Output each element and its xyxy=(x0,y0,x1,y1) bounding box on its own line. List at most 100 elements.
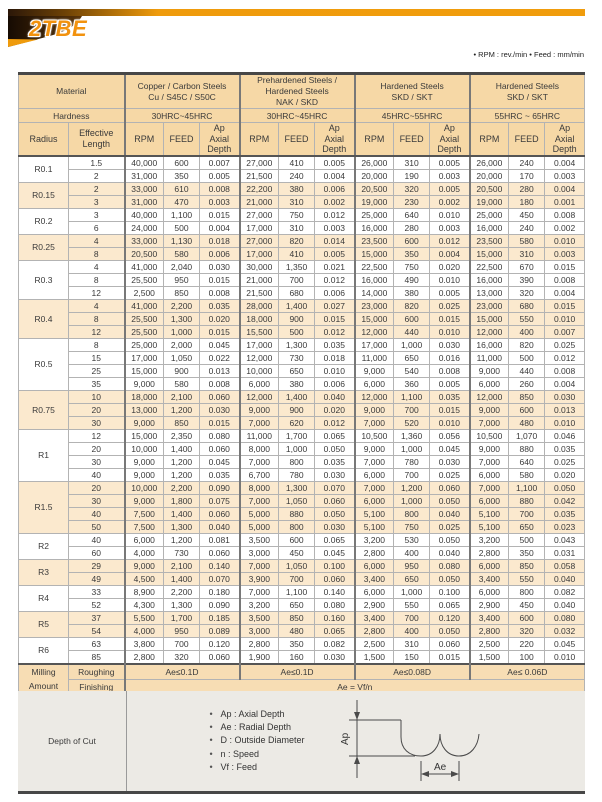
data-cell: 1,100 xyxy=(508,480,546,495)
data-cell: 800 xyxy=(278,519,316,534)
data-cell: 3,400 xyxy=(468,610,510,625)
data-cell: 350 xyxy=(163,168,201,183)
table-row: R5 37 5,500 1,700 0.185 3,500 850 0.160 3,400 700… xyxy=(18,610,586,638)
data-cell: 680 xyxy=(508,298,546,313)
data-cell: 27,000 xyxy=(238,207,280,222)
data-cell: 1,400 xyxy=(163,571,201,586)
data-cell: 6,000 xyxy=(468,558,510,573)
data-cell: 190 xyxy=(393,168,431,183)
effective-length-cell: 60 xyxy=(67,545,126,560)
ap-header-line2: Axial Depth xyxy=(552,133,577,154)
data-cell: 450 xyxy=(508,597,546,612)
data-cell: 0.140 xyxy=(314,584,356,599)
data-cell: 800 xyxy=(393,506,431,521)
data-cell: 0.070 xyxy=(314,480,356,495)
data-cell: 220 xyxy=(508,636,546,651)
data-cell: 500 xyxy=(508,350,546,365)
table-row: 12 25,500 1,000 0.015 15,500 500 0.012 12,000 44… xyxy=(19,324,586,339)
data-cell: 20,500 xyxy=(468,181,510,196)
data-cell: 0.045 xyxy=(314,545,356,560)
data-cell: 400 xyxy=(393,545,431,560)
data-cell: 26,000 xyxy=(468,155,510,170)
data-cell: 0.022 xyxy=(199,350,241,365)
table-row: 49 4,500 1,400 0.070 3,900 700 0.060 3,400 650 0.… xyxy=(19,571,586,586)
data-cell: 620 xyxy=(278,415,316,430)
data-cell: 0.058 xyxy=(544,558,586,573)
data-cell: 0.030 xyxy=(314,519,356,534)
data-cell: 0.005 xyxy=(429,181,471,196)
data-cell: 0.008 xyxy=(199,285,241,300)
data-cell: 0.013 xyxy=(199,363,241,378)
table-row: 35 9,000 580 0.008 6,000 380 0.006 6,000 360 0.00… xyxy=(19,376,586,391)
data-cell: 7,000 xyxy=(238,454,280,469)
data-cell: 1,400 xyxy=(278,389,316,404)
data-cell: 240 xyxy=(508,220,546,235)
data-cell: 1,050 xyxy=(278,493,316,508)
data-cell: 0.005 xyxy=(429,285,471,300)
data-cell: 0.025 xyxy=(544,337,586,352)
radius-cell: R0.5 xyxy=(18,337,69,391)
data-cell: 0.004 xyxy=(544,181,586,196)
data-cell: 650 xyxy=(393,350,431,365)
rpm-header: RPM xyxy=(468,122,510,157)
data-cell: 0.004 xyxy=(314,168,356,183)
data-cell: 6,000 xyxy=(468,493,510,508)
brand-swoosh-icon xyxy=(8,16,82,47)
data-cell: 1,000 xyxy=(393,493,431,508)
data-cell: 0.030 xyxy=(544,389,586,404)
data-cell: 0.015 xyxy=(544,298,586,313)
data-cell: 2,900 xyxy=(353,597,395,612)
table-row: R1.5 20 10,000 2,200 0.090 8,000 1,300 0.070 7,0… xyxy=(18,480,586,534)
data-cell: 1,500 xyxy=(468,649,510,664)
data-cell: 0.015 xyxy=(199,415,241,430)
material-name: Prehardened Steels / Hardened Steels xyxy=(257,75,337,96)
data-cell: 900 xyxy=(278,311,316,326)
table-row: 6 24,000 500 0.004 17,000 310 0.003 16,000 280 0.… xyxy=(19,220,586,235)
data-cell: 2,040 xyxy=(163,259,201,274)
data-cell: 9,000 xyxy=(468,363,510,378)
effective-length-cell: 30 xyxy=(67,454,126,469)
data-cell: 16,000 xyxy=(468,220,510,235)
data-cell: 4,000 xyxy=(123,545,165,560)
data-cell: 0.030 xyxy=(429,337,471,352)
radius-cell: R0.1 xyxy=(18,155,69,183)
roughing-value: Ae≤ 0.06D xyxy=(468,662,586,680)
data-cell: 1,800 xyxy=(163,493,201,508)
data-cell: 23,500 xyxy=(353,233,395,248)
data-cell: 30,000 xyxy=(238,259,280,274)
data-cell: 700 xyxy=(278,571,316,586)
data-cell: 2,800 xyxy=(238,636,280,651)
data-cell: 0.021 xyxy=(314,259,356,274)
data-cell: 7,000 xyxy=(468,454,510,469)
data-cell: 13,000 xyxy=(468,285,510,300)
rpm-header: RPM xyxy=(353,122,395,157)
data-cell: 0.100 xyxy=(429,584,471,599)
data-cell: 0.040 xyxy=(429,545,471,560)
effective-length-cell: 20 xyxy=(67,402,126,417)
data-cell: 0.140 xyxy=(199,558,241,573)
data-cell: 7,000 xyxy=(238,415,280,430)
depth-of-cut-label: Depth of Cut xyxy=(18,691,127,791)
data-cell: 0.005 xyxy=(314,246,356,261)
data-cell: 650 xyxy=(508,519,546,534)
radius-cell: R3 xyxy=(18,558,69,586)
data-cell: 400 xyxy=(393,623,431,638)
material-group-2: Prehardened Steels / Hardened Steels NAK … xyxy=(238,73,356,109)
data-cell: 0.045 xyxy=(429,441,471,456)
data-cell: 820 xyxy=(508,337,546,352)
data-cell: 310 xyxy=(393,155,431,170)
data-cell: 850 xyxy=(163,285,201,300)
data-cell: 28,000 xyxy=(238,298,280,313)
data-cell: 9,000 xyxy=(468,402,510,417)
data-cell: 280 xyxy=(393,220,431,235)
data-cell: 0.050 xyxy=(429,623,471,638)
data-cell: 490 xyxy=(393,272,431,287)
data-cell: 0.031 xyxy=(544,545,586,560)
data-cell: 3,200 xyxy=(468,532,510,547)
depth-of-cut-content: Ap : Axial DepthAe : Radial DepthD : Out… xyxy=(127,691,585,791)
data-cell: 0.004 xyxy=(544,155,586,170)
data-cell: 310 xyxy=(393,636,431,651)
data-cell: 0.006 xyxy=(314,376,356,391)
effective-length-cell: 40 xyxy=(67,467,126,482)
